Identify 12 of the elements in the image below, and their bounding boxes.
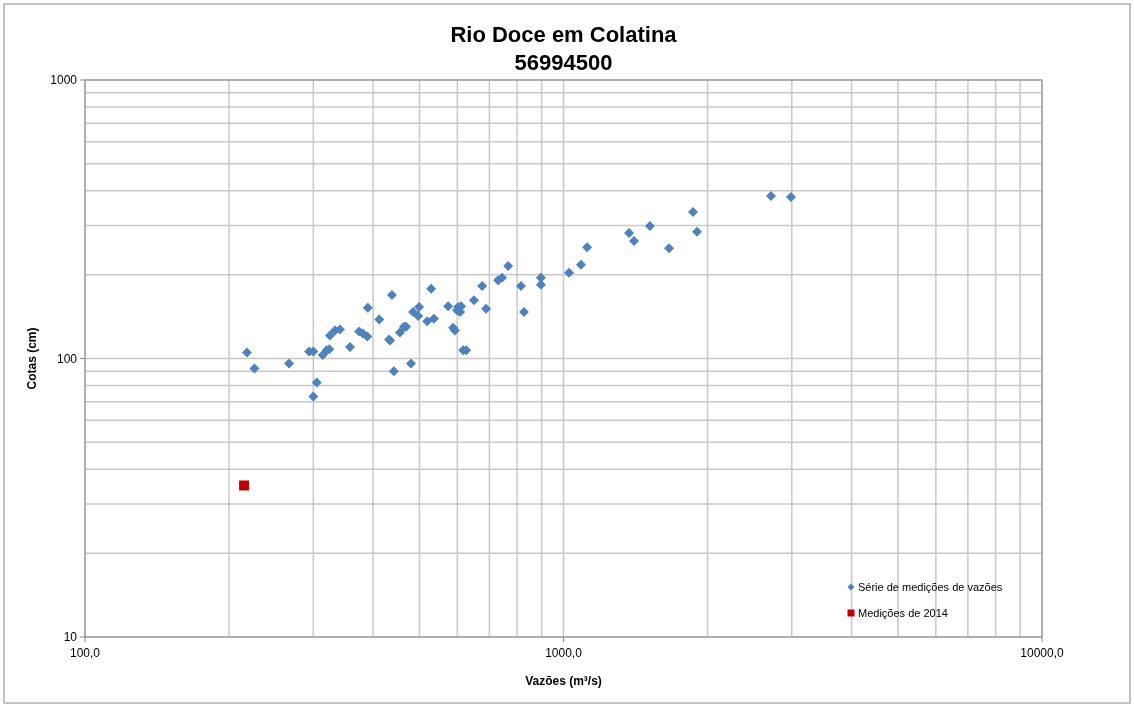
legend-label: Série de medições de vazões [858,581,1003,593]
x-tick-label: 10000,0 [1020,646,1065,660]
x-tick-label: 1000,0 [545,646,583,660]
x-tick-label: 100,0 [69,646,101,660]
y-tick-label: 100 [56,351,78,366]
y-axis-title: Cotas (cm) [25,327,39,390]
chart-subtitle: 56994500 [514,50,613,75]
x-axis-title: Vazões (m³/s) [525,674,602,688]
chart-title: Rio Doce em Colatina [450,22,678,47]
y-tick-label: 10 [63,630,78,644]
legend-label: Medições de 2014 [858,607,948,619]
y-tick-label: 1000 [50,73,78,87]
